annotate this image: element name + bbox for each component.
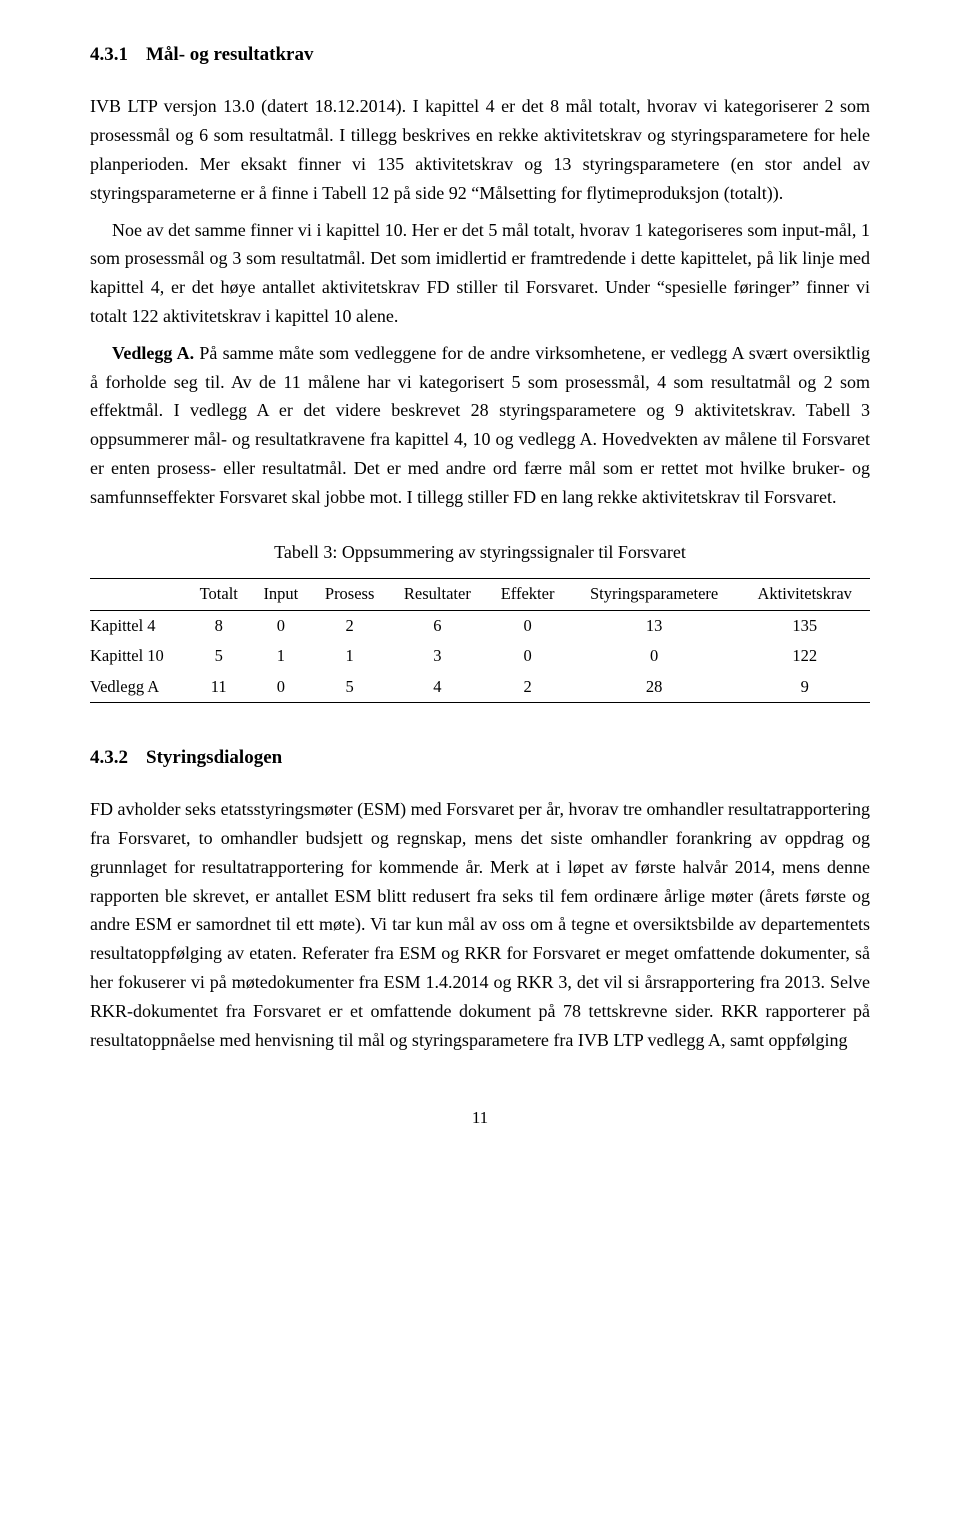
col-input: Input: [251, 579, 311, 610]
table-caption: Tabell 3: Oppsummering av styringssignal…: [90, 538, 870, 567]
heading-4-3-1: 4.3.1 Mål- og resultatkrav: [90, 40, 870, 70]
cell: 11: [187, 672, 251, 703]
run-in-heading: Vedlegg A.: [112, 343, 194, 363]
heading-number: 4.3.1: [90, 44, 128, 65]
paragraph: Vedlegg A. På samme måte som vedleggene …: [90, 339, 870, 512]
col-styringsparametere: Styringsparametere: [569, 579, 740, 610]
cell: 4: [388, 672, 486, 703]
table-row: Kapittel 4 8 0 2 6 0 13 135: [90, 610, 870, 641]
cell: 0: [486, 641, 568, 671]
paragraph: IVB LTP versjon 13.0 (datert 18.12.2014)…: [90, 92, 870, 207]
paragraph: Noe av det samme finner vi i kapittel 10…: [90, 216, 870, 331]
col-resultater: Resultater: [388, 579, 486, 610]
cell: 122: [739, 641, 870, 671]
page: 4.3.1 Mål- og resultatkrav IVB LTP versjo…: [0, 0, 960, 1172]
table-row: Vedlegg A 11 0 5 4 2 28 9: [90, 672, 870, 703]
cell: Kapittel 10: [90, 641, 187, 671]
cell: 1: [251, 641, 311, 671]
cell: 5: [187, 641, 251, 671]
page-number: 11: [90, 1104, 870, 1131]
heading-title: Styringsdialogen: [146, 747, 282, 768]
col-blank: [90, 579, 187, 610]
cell: 28: [569, 672, 740, 703]
cell: 5: [311, 672, 388, 703]
cell: 1: [311, 641, 388, 671]
cell: 8: [187, 610, 251, 641]
cell: Kapittel 4: [90, 610, 187, 641]
cell: 9: [739, 672, 870, 703]
table-header-row: Totalt Input Prosess Resultater Effekter…: [90, 579, 870, 610]
cell: 13: [569, 610, 740, 641]
col-effekter: Effekter: [486, 579, 568, 610]
col-aktivitetskrav: Aktivitetskrav: [739, 579, 870, 610]
table-styringssignaler: Totalt Input Prosess Resultater Effekter…: [90, 578, 870, 703]
table-row: Kapittel 10 5 1 1 3 0 0 122: [90, 641, 870, 671]
cell: Vedlegg A: [90, 672, 187, 703]
cell: 0: [569, 641, 740, 671]
cell: 0: [486, 610, 568, 641]
cell: 2: [486, 672, 568, 703]
paragraph: FD avholder seks etatsstyringsmøter (ESM…: [90, 795, 870, 1054]
cell: 135: [739, 610, 870, 641]
col-prosess: Prosess: [311, 579, 388, 610]
cell: 6: [388, 610, 486, 641]
col-totalt: Totalt: [187, 579, 251, 610]
heading-4-3-2: 4.3.2 Styringsdialogen: [90, 743, 870, 773]
heading-title: Mål- og resultatkrav: [146, 44, 313, 65]
cell: 2: [311, 610, 388, 641]
cell: 3: [388, 641, 486, 671]
paragraph-text: På samme måte som vedleggene for de andr…: [90, 343, 870, 507]
cell: 0: [251, 610, 311, 641]
cell: 0: [251, 672, 311, 703]
heading-number: 4.3.2: [90, 747, 128, 768]
